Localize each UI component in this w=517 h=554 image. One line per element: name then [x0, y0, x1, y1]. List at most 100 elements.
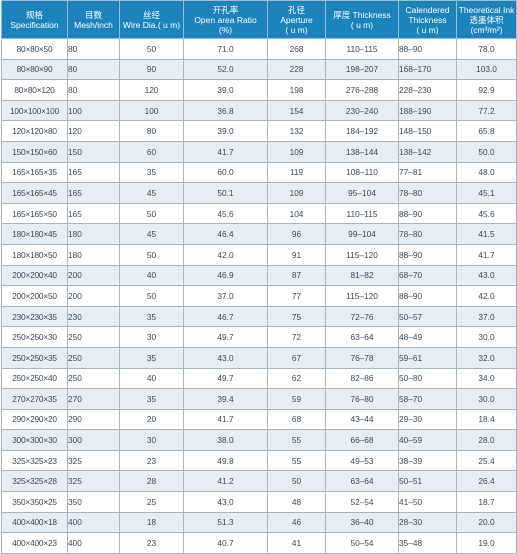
cell-aperture: 55 — [267, 449, 326, 472]
header-mesh-inch: 目数 Mesh/inch — [67, 0, 120, 39]
cell-calendered-thickness: 58–70 — [398, 388, 457, 410]
header-line: Mesh/inch — [74, 19, 113, 30]
cell-mesh-inch: 80 — [67, 79, 120, 101]
cell-wire-dia: 18 — [119, 511, 184, 534]
cell-wire-dia: 35 — [119, 305, 184, 328]
cell-open-area-ratio: 49.7 — [183, 326, 268, 348]
cell-theoretical-ink: 103.0 — [456, 58, 517, 81]
cell-mesh-inch: 300 — [67, 429, 120, 451]
cell-aperture: 48 — [267, 491, 326, 513]
cell-theoretical-ink: 50.0 — [456, 140, 517, 163]
header-theoretical-ink: Theoretical Ink 透墨体积 (cm³/m²) — [456, 0, 517, 39]
cell-theoretical-ink: 34.0 — [456, 367, 517, 390]
cell-theoretical-ink: 45.6 — [456, 202, 517, 225]
cell-theoretical-ink: 77.2 — [456, 99, 517, 122]
header-line: 规格 — [25, 9, 43, 20]
header-line: 厚度 Thickness — [333, 9, 391, 20]
cell-thickness: 82–86 — [325, 367, 399, 390]
cell-calendered-thickness: 38–39 — [398, 449, 457, 472]
cell-thickness: 99–104 — [325, 223, 399, 245]
cell-mesh-inch: 400 — [67, 532, 120, 554]
table-row: 165×165×45 165 45 50.1 109 95–104 78–80 45.1 — [1, 182, 517, 204]
cell-aperture: 75 — [267, 305, 326, 328]
cell-thickness: 276–288 — [325, 79, 399, 101]
cell-aperture: 109 — [267, 140, 326, 163]
cell-aperture: 109 — [267, 182, 326, 204]
cell-aperture: 154 — [267, 99, 326, 122]
cell-thickness: 115–120 — [325, 243, 399, 266]
cell-thickness: 63–64 — [325, 326, 399, 348]
cell-mesh-inch: 165 — [67, 161, 120, 184]
header-line: ( u m) — [416, 24, 439, 35]
cell-thickness: 50–54 — [325, 532, 399, 554]
table-row: 400×400×18 400 18 51.3 46 36–40 28–30 20.0 — [1, 511, 517, 534]
table-row: 290×290×20 290 20 41.7 68 43–44 29–30 18.4 — [1, 408, 517, 431]
table-row: 165×165×50 165 50 45.6 104 110–115 88–90 45.6 — [1, 202, 517, 225]
header-line: Calendered — [405, 4, 450, 15]
table-row: 400×400×23 400 23 40.7 41 50–54 35–48 19.0 — [1, 532, 517, 554]
cell-wire-dia: 50 — [119, 202, 184, 225]
header-aperture: 孔径 Aperture( u m) — [267, 0, 326, 39]
header-line: ( u m) — [350, 19, 374, 30]
cell-calendered-thickness: 88–90 — [398, 202, 457, 225]
cell-calendered-thickness: 188–190 — [398, 99, 457, 122]
cell-mesh-inch: 250 — [67, 367, 120, 390]
cell-wire-dia: 25 — [119, 491, 184, 513]
cell-theoretical-ink: 92.9 — [456, 79, 517, 101]
cell-specification: 290×290×20 — [1, 408, 68, 431]
cell-mesh-inch: 80 — [67, 38, 120, 60]
cell-theoretical-ink: 65.8 — [456, 120, 517, 142]
cell-theoretical-ink: 78.0 — [456, 38, 517, 60]
cell-calendered-thickness: 78–80 — [398, 182, 457, 204]
header-line: 孔径 — [287, 4, 305, 15]
header-line: 目数 — [84, 9, 102, 20]
cell-specification: 325×325×23 — [1, 449, 68, 472]
cell-wire-dia: 80 — [119, 120, 184, 142]
cell-theoretical-ink: 20.0 — [456, 511, 517, 534]
cell-calendered-thickness: 88–90 — [398, 243, 457, 266]
cell-open-area-ratio: 60.0 — [183, 161, 268, 184]
cell-theoretical-ink: 45.1 — [456, 182, 517, 204]
table-row: 350×350×25 350 25 43.0 48 52–54 41–50 18.7 — [1, 491, 517, 513]
cell-specification: 120×120×80 — [1, 120, 68, 142]
cell-thickness: 198–207 — [325, 58, 399, 81]
header-line: Aperture — [280, 14, 313, 25]
cell-theoretical-ink: 43.0 — [456, 264, 517, 287]
header-line: Open area Ratio — [194, 14, 257, 25]
cell-wire-dia: 50 — [119, 38, 184, 60]
table-row: 300×300×30 300 30 38.0 55 66–68 40–59 28.0 — [1, 429, 517, 451]
cell-wire-dia: 60 — [119, 140, 184, 163]
cell-open-area-ratio: 49.8 — [183, 449, 268, 472]
header-calendered-thickness: Calendered Thickness( u m) — [398, 0, 457, 39]
cell-specification: 100×100×100 — [1, 99, 68, 122]
table-row: 250×250×30 250 30 49.7 72 63–64 48–49 30.0 — [1, 326, 517, 348]
cell-aperture: 198 — [267, 79, 326, 101]
cell-mesh-inch: 400 — [67, 511, 120, 534]
cell-calendered-thickness: 28–30 — [398, 511, 457, 534]
table-row: 180×180×50 180 50 42.0 91 115–120 88–90 41.7 — [1, 243, 517, 266]
cell-theoretical-ink: 28.0 — [456, 429, 517, 451]
table-row: 250×250×40 250 40 49.7 62 82–86 50–80 34.0 — [1, 367, 517, 390]
cell-specification: 250×250×30 — [1, 326, 68, 348]
cell-calendered-thickness: 41–50 — [398, 491, 457, 513]
cell-specification: 325×325×28 — [1, 470, 68, 493]
cell-calendered-thickness: 88–90 — [398, 38, 457, 60]
cell-open-area-ratio: 46.4 — [183, 223, 268, 245]
cell-aperture: 77 — [267, 285, 326, 307]
cell-thickness: 108–110 — [325, 161, 399, 184]
cell-open-area-ratio: 71.0 — [183, 38, 268, 60]
cell-aperture: 91 — [267, 243, 326, 266]
cell-calendered-thickness: 29–30 — [398, 408, 457, 431]
header-line: 透墨体积 — [469, 14, 504, 25]
cell-wire-dia: 40 — [119, 367, 184, 390]
cell-theoretical-ink: 37.0 — [456, 305, 517, 328]
cell-wire-dia: 35 — [119, 388, 184, 410]
cell-thickness: 110–115 — [325, 38, 399, 60]
cell-mesh-inch: 250 — [67, 346, 120, 369]
cell-calendered-thickness: 138–142 — [398, 140, 457, 163]
cell-mesh-inch: 100 — [67, 99, 120, 122]
cell-theoretical-ink: 30.0 — [456, 326, 517, 348]
cell-thickness: 95–104 — [325, 182, 399, 204]
cell-specification: 165×165×50 — [1, 202, 68, 225]
